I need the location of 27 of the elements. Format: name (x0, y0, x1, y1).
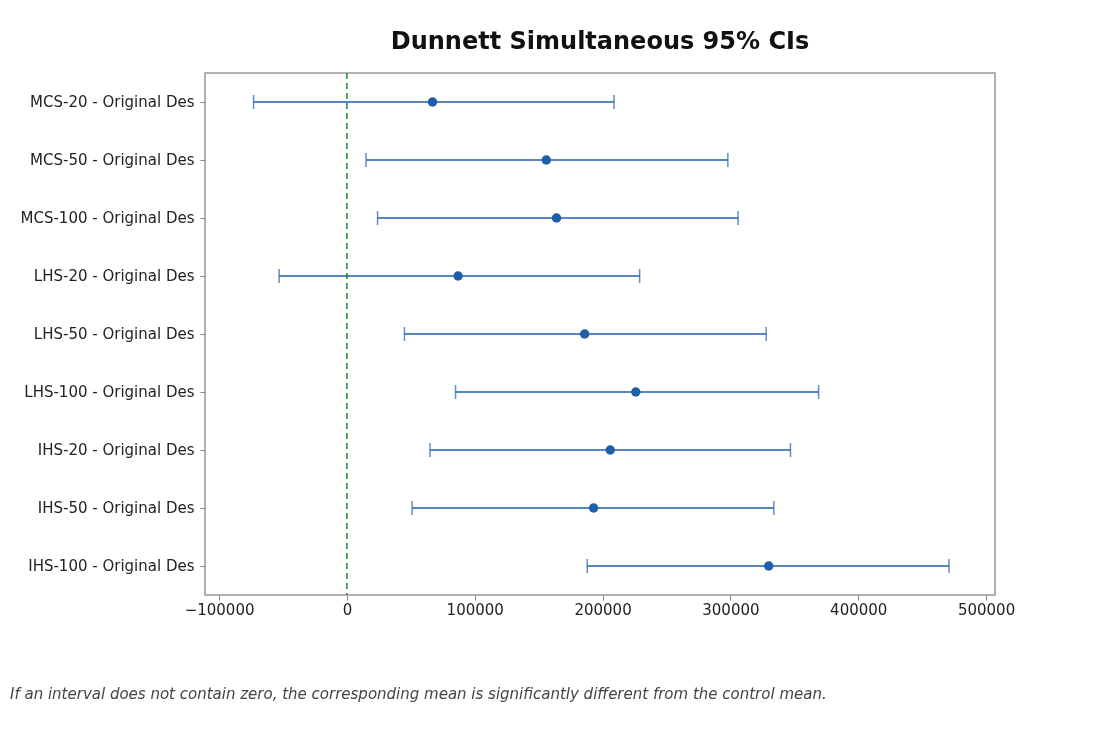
y-tick-label: IHS-100 - Original Des (28, 557, 195, 575)
y-tick-label: MCS-20 - Original Des (30, 93, 195, 111)
y-tick-label: IHS-50 - Original Des (37, 499, 195, 517)
chart-title: Dunnett Simultaneous 95% CIs (390, 27, 810, 56)
point (588, 503, 599, 513)
point (763, 561, 774, 571)
point (541, 155, 552, 165)
y-tick-label: LHS-100 - Original Des (24, 383, 195, 401)
x-tick-label: 0 (342, 600, 353, 619)
x-tick-label: 200000 (574, 600, 632, 619)
x-tick-label: 400000 (830, 600, 888, 619)
point (427, 97, 438, 107)
x-tick-label: 100000 (446, 600, 504, 619)
x-tick-label: 300000 (702, 600, 760, 619)
x-tick-label: −100000 (184, 600, 255, 619)
text: If an interval does not contain zero, the corresponding mean is significantly different from the control mean. (10, 684, 828, 705)
point (605, 445, 615, 455)
x-tick-label: 500000 (957, 600, 1016, 619)
point (631, 387, 641, 397)
y-tick-label: LHS-50 - Original Des (33, 325, 195, 343)
point (551, 213, 562, 223)
y-tick-label: MCS-50 - Original Des (30, 151, 195, 169)
y-tick-label: LHS-20 - Original Des (33, 267, 195, 285)
y-tick-label: IHS-20 - Original Des (37, 441, 195, 459)
point (579, 329, 590, 339)
y-tick-label: MCS-100 - Original Des (20, 209, 195, 227)
point (453, 271, 463, 281)
